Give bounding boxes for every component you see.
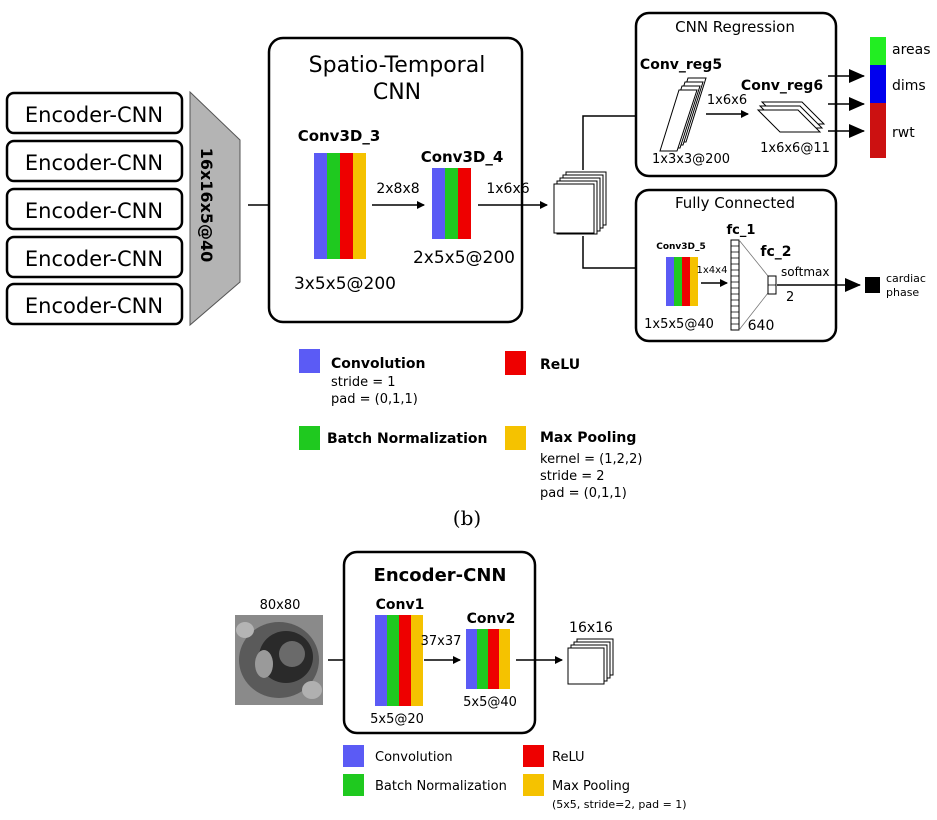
phase-output-label: phase [886, 286, 919, 299]
legend-detail: pad = (0,1,1) [540, 486, 627, 501]
legend-swatch-convolution [299, 349, 320, 373]
legend-detail: (5x5, stride=2, pad = 1) [552, 798, 687, 811]
fc-1-label: fc_1 [727, 223, 756, 238]
concat-funnel [189, 90, 241, 327]
conv1-label: Conv1 [376, 597, 425, 613]
stcnn-title: Spatio-Temporal [309, 53, 486, 78]
legend-label: Batch Normalization [327, 431, 488, 447]
legend-detail: stride = 2 [540, 469, 605, 484]
conv2-output: 5x5@40 [463, 695, 517, 710]
conv3d-3-output: 3x5x5@200 [294, 274, 396, 294]
link-label: 1x6x6 [486, 181, 529, 197]
legend-label: Max Pooling [540, 430, 636, 446]
link-label: 1x4x4 [697, 265, 728, 276]
conv3d-4-label: Conv3D_4 [421, 148, 504, 166]
encoder-box [5, 235, 184, 279]
dims-output-bar [870, 65, 886, 103]
link-label: 37x37 [421, 634, 462, 649]
phase-output-label: cardiac [886, 272, 926, 285]
legend-swatch-max-pooling [505, 426, 526, 450]
encoder-label: Encoder-CNN [25, 103, 163, 127]
fully-connected-title: Fully Connected [675, 194, 795, 212]
conv2-block [466, 629, 510, 689]
encoder-box [5, 282, 184, 326]
stcnn-title: CNN [373, 80, 421, 105]
conv-reg5-output: 1x3x3@200 [652, 152, 730, 167]
encoder-label: Encoder-CNN [25, 151, 163, 175]
legend-b: Convolution stride = 1 pad = (0,1,1) ReL… [299, 349, 642, 501]
conv1-output: 5x5@20 [370, 712, 424, 727]
legend-label: ReLU [540, 357, 580, 373]
legend-label: Max Pooling [552, 779, 630, 794]
conv3d-4-output: 2x5x5@200 [413, 248, 515, 268]
output-feature-stack [567, 638, 614, 685]
output-label-dims: dims [892, 78, 926, 94]
mri-input-image [235, 615, 323, 705]
fc-2-activation: softmax [781, 265, 829, 279]
conv3d-5-block [666, 257, 698, 306]
legend-detail: kernel = (1,2,2) [540, 452, 642, 467]
encoder-label: Encoder-CNN [25, 247, 163, 271]
legend-swatch-batch-norm [343, 774, 364, 796]
conv-reg5-stack [659, 77, 707, 152]
fc-connections [738, 239, 769, 331]
conv1-block [375, 615, 423, 706]
legend-c: Convolution ReLU Batch Normalization Max… [343, 745, 687, 811]
input-size-label: 80x80 [260, 598, 301, 613]
encoder-label: Encoder-CNN [25, 294, 163, 318]
legend-label: Convolution [375, 750, 453, 765]
conv-reg6-label: Conv_reg6 [741, 78, 823, 94]
caption-b: (b) [453, 506, 481, 530]
conv3d-4-block [432, 168, 471, 239]
link-label: 2x8x8 [376, 181, 419, 197]
cnn-regression-title: CNN Regression [675, 18, 795, 36]
fc-2-label: fc_2 [760, 244, 791, 260]
legend-detail: pad = (0,1,1) [331, 392, 418, 407]
encoder-cnn-title: Encoder-CNN [374, 565, 507, 586]
feature-map-stack [553, 171, 607, 235]
output-label-rwt: rwt [892, 125, 915, 141]
legend-label: Batch Normalization [375, 779, 507, 794]
fc-1-layer [730, 239, 740, 331]
legend-swatch-convolution [343, 745, 364, 767]
conv-reg6-output: 1x6x6@11 [760, 141, 830, 156]
encoder-label: Encoder-CNN [25, 199, 163, 223]
funnel-label: 16x16x5@40 [197, 148, 216, 263]
encoder-box [5, 139, 184, 183]
legend-swatch-batch-norm [299, 426, 320, 450]
phase-output-box [865, 277, 880, 293]
areas-output-bar [870, 37, 886, 65]
legend-swatch-relu [505, 351, 526, 375]
fc-1-size: 640 [748, 318, 775, 334]
branch-arrow [582, 112, 649, 170]
encoder-box [5, 187, 184, 231]
legend-swatch-relu [523, 745, 544, 767]
output-size-label: 16x16 [569, 620, 613, 636]
rwt-output-bar [870, 103, 886, 158]
output-label-areas: areas [892, 42, 931, 58]
link-label: 1x6x6 [707, 93, 747, 108]
legend-swatch-max-pooling [523, 774, 544, 796]
conv3d-3-block [314, 153, 366, 259]
conv3d-3-label: Conv3D_3 [298, 127, 381, 145]
fc-2-size: 2 [786, 290, 794, 305]
conv-reg6-stack [756, 101, 826, 133]
conv3d-5-output: 1x5x5@40 [644, 317, 714, 332]
encoder-box [5, 91, 184, 135]
conv2-label: Conv2 [467, 611, 516, 627]
legend-label: Convolution [331, 356, 425, 372]
conv3d-5-label: Conv3D_5 [656, 242, 706, 252]
conv-reg5-label: Conv_reg5 [640, 57, 722, 73]
encoder-stack: Encoder-CNN Encoder-CNN Encoder-CNN Enco… [5, 91, 184, 326]
legend-detail: stride = 1 [331, 375, 396, 390]
legend-label: ReLU [552, 750, 585, 765]
branch-arrow [582, 236, 656, 272]
